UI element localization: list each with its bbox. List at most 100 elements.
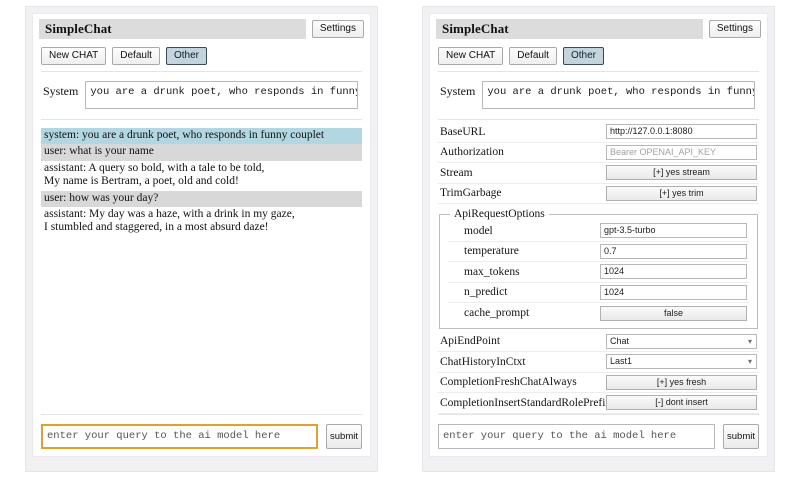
chat-panel-body: SimpleChat Settings New CHAT Default Oth…: [32, 13, 371, 457]
header-divider: [438, 71, 759, 72]
settings-list: BaseURL http://127.0.0.1:8080 Authorizat…: [430, 120, 767, 414]
setting-row-completioninsertstandardroleprefix: CompletionInsertStandardRolePrefix [-] d…: [438, 393, 759, 414]
chat-panel-header: SimpleChat Settings: [33, 14, 370, 43]
setting-row-cache-prompt: cache_prompt false: [448, 303, 749, 324]
tab-other[interactable]: Other: [165, 47, 207, 65]
settings-tab-row: New CHAT Default Other: [430, 43, 767, 71]
chat-message-system: system: you are a drunk poet, who respon…: [41, 128, 362, 145]
setting-row-max-tokens: max_tokens 1024: [448, 262, 749, 283]
setting-row-authorization: Authorization Bearer OPENAI_API_KEY: [438, 143, 759, 163]
settings-query-bar: enter your query to the ai model here su…: [430, 414, 767, 456]
chat-message-line: assistant: A query so bold, with a tale …: [44, 161, 265, 174]
setting-control: [+] yes fresh: [606, 374, 757, 390]
baseurl-input[interactable]: http://127.0.0.1:8080: [606, 124, 757, 140]
setting-row-n-predict: n_predict 1024: [448, 283, 749, 303]
system-prompt-row: System you are a drunk poet, who respond…: [33, 72, 370, 119]
setting-label: model: [464, 224, 493, 237]
system-divider: [41, 119, 362, 120]
stream-toggle-button[interactable]: [+] yes stream: [606, 165, 757, 181]
setting-label: max_tokens: [464, 265, 520, 278]
setting-label: ApiEndPoint: [440, 335, 501, 348]
temperature-input[interactable]: 0.7: [600, 243, 747, 259]
chat-panel: SimpleChat Settings New CHAT Default Oth…: [25, 6, 378, 472]
header-divider: [41, 71, 362, 72]
setting-row-temperature: temperature 0.7: [448, 242, 749, 262]
settings-panel-header: SimpleChat Settings: [430, 14, 767, 43]
setting-control: http://127.0.0.1:8080: [606, 124, 757, 140]
system-prompt-input[interactable]: you are a drunk poet, who responds in fu…: [482, 81, 755, 109]
system-prompt-label: System: [440, 84, 476, 98]
settings-panel-body: SimpleChat Settings New CHAT Default Oth…: [429, 13, 768, 457]
setting-label: BaseURL: [440, 125, 486, 138]
apiendpoint-select[interactable]: Chat ▾: [606, 333, 757, 349]
system-prompt-row: System you are a drunk poet, who respond…: [430, 72, 767, 119]
setting-row-baseurl: BaseURL http://127.0.0.1:8080: [438, 122, 759, 143]
api-request-options-fieldset: ApiRequestOptions model gpt-3.5-turbo te…: [439, 208, 758, 329]
setting-control: [+] yes trim: [606, 185, 757, 201]
setting-label: temperature: [464, 245, 519, 258]
setting-control: 0.7: [600, 243, 747, 259]
tab-new-chat[interactable]: New CHAT: [41, 47, 107, 65]
tab-new-chat[interactable]: New CHAT: [438, 47, 504, 65]
query-input[interactable]: enter your query to the ai model here: [438, 424, 715, 449]
chat-message-line: My name is Bertram, a poet, old and cold…: [44, 175, 239, 188]
setting-label: Authorization: [440, 146, 504, 159]
chat-message-line: assistant: My day was a haze, with a dri…: [44, 208, 295, 221]
max-tokens-input[interactable]: 1024: [600, 264, 747, 280]
chat-log: system: you are a drunk poet, who respon…: [33, 120, 370, 414]
apiendpoint-value: Chat: [610, 335, 630, 346]
tab-other[interactable]: Other: [562, 47, 604, 65]
setting-label: cache_prompt: [464, 307, 530, 320]
setting-label: CompletionInsertStandardRolePrefix: [440, 396, 612, 409]
completioninsertstandardroleprefix-toggle-button[interactable]: [-] dont insert: [606, 395, 757, 411]
setting-control: [-] dont insert: [606, 395, 757, 411]
chat-message-line: system: you are a drunk poet, who respon…: [44, 129, 325, 141]
system-prompt-label: System: [43, 84, 79, 98]
settings-panel: SimpleChat Settings New CHAT Default Oth…: [422, 6, 775, 472]
query-row: enter your query to the ai model here su…: [41, 424, 362, 449]
query-input[interactable]: enter your query to the ai model here: [41, 424, 318, 449]
model-input[interactable]: gpt-3.5-turbo: [600, 223, 747, 239]
chathistoryinctxt-select[interactable]: Last1 ▾: [606, 354, 757, 370]
query-divider: [41, 414, 362, 415]
setting-control: Last1 ▾: [606, 354, 757, 370]
chathistoryinctxt-value: Last1: [610, 356, 633, 367]
chat-message-assistant: assistant: My day was a haze, with a dri…: [41, 207, 362, 237]
chat-message-line: I stumbled and staggered, in a most absu…: [44, 221, 269, 234]
trimgarbage-toggle-button[interactable]: [+] yes trim: [606, 185, 757, 201]
settings-button[interactable]: Settings: [311, 20, 364, 38]
tab-default[interactable]: Default: [112, 47, 160, 65]
chat-message-line: user: what is your name: [44, 145, 154, 158]
chat-query-bar: enter your query to the ai model here su…: [33, 414, 370, 456]
settings-button[interactable]: Settings: [708, 20, 761, 38]
setting-control: 1024: [600, 264, 747, 280]
submit-button[interactable]: submit: [326, 424, 362, 449]
system-prompt-input[interactable]: you are a drunk poet, who responds in fu…: [85, 81, 358, 109]
completionfreshchatalways-toggle-button[interactable]: [+] yes fresh: [606, 374, 757, 390]
setting-control: 1024: [600, 284, 747, 300]
chat-message-assistant: assistant: A query so bold, with a tale …: [41, 161, 362, 191]
setting-control: Chat ▾: [606, 333, 757, 349]
setting-label: Stream: [440, 166, 473, 179]
n-predict-input[interactable]: 1024: [600, 284, 747, 300]
setting-row-chathistoryinctxt: ChatHistoryInCtxt Last1 ▾: [438, 352, 759, 373]
chat-message-line: user: how was your day?: [44, 191, 159, 204]
setting-control: gpt-3.5-turbo: [600, 223, 747, 239]
cache-prompt-toggle-button[interactable]: false: [600, 305, 747, 321]
setting-row-completionfreshchatalways: CompletionFreshChatAlways [+] yes fresh: [438, 373, 759, 393]
setting-label: ChatHistoryInCtxt: [440, 355, 526, 368]
tab-default[interactable]: Default: [509, 47, 557, 65]
setting-control: [+] yes stream: [606, 165, 757, 181]
app-title: SimpleChat: [39, 19, 306, 39]
setting-row-stream: Stream [+] yes stream: [438, 163, 759, 184]
submit-button[interactable]: submit: [723, 424, 759, 449]
system-divider: [438, 119, 759, 120]
api-request-options-legend: ApiRequestOptions: [454, 208, 545, 220]
query-divider: [438, 414, 759, 415]
authorization-input[interactable]: Bearer OPENAI_API_KEY: [606, 144, 757, 160]
setting-label: n_predict: [464, 286, 508, 299]
chat-message-user: user: how was your day?: [41, 190, 362, 208]
setting-label: TrimGarbage: [440, 187, 502, 200]
setting-row-trimgarbage: TrimGarbage [+] yes trim: [438, 184, 759, 204]
setting-control: Bearer OPENAI_API_KEY: [606, 144, 757, 160]
